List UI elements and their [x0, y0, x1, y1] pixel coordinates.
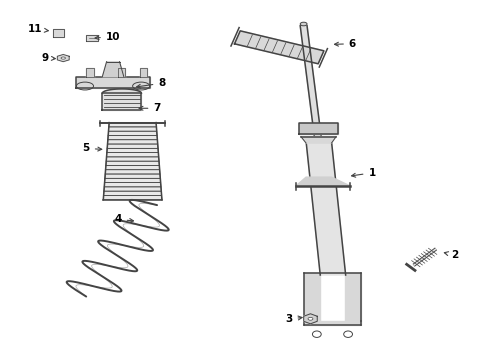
Polygon shape	[104, 183, 161, 187]
Polygon shape	[102, 93, 142, 110]
Text: 10: 10	[95, 32, 121, 41]
Polygon shape	[105, 170, 160, 174]
Polygon shape	[102, 62, 124, 77]
Ellipse shape	[133, 82, 150, 90]
Polygon shape	[299, 123, 338, 134]
Text: 11: 11	[27, 24, 49, 35]
Polygon shape	[296, 177, 350, 186]
Polygon shape	[108, 127, 157, 131]
Polygon shape	[304, 320, 361, 325]
Polygon shape	[106, 153, 159, 157]
Polygon shape	[106, 161, 159, 166]
Polygon shape	[344, 273, 361, 320]
Polygon shape	[108, 135, 157, 140]
Polygon shape	[108, 131, 157, 135]
Polygon shape	[106, 157, 159, 161]
Text: 4: 4	[114, 215, 133, 224]
Text: 8: 8	[137, 78, 166, 88]
Text: 1: 1	[352, 168, 376, 178]
Polygon shape	[86, 68, 94, 77]
Text: 9: 9	[41, 53, 55, 63]
Polygon shape	[306, 141, 345, 275]
Polygon shape	[103, 195, 162, 200]
Text: 3: 3	[285, 314, 302, 324]
Polygon shape	[301, 136, 336, 143]
Polygon shape	[107, 140, 158, 144]
Polygon shape	[235, 31, 324, 64]
Ellipse shape	[61, 57, 66, 59]
Polygon shape	[102, 89, 142, 93]
Polygon shape	[105, 166, 160, 170]
Polygon shape	[104, 178, 161, 183]
Polygon shape	[104, 187, 161, 191]
Polygon shape	[105, 174, 160, 178]
Polygon shape	[118, 68, 125, 77]
Polygon shape	[140, 68, 147, 77]
Ellipse shape	[76, 82, 94, 90]
Text: 6: 6	[335, 39, 356, 49]
Polygon shape	[109, 123, 156, 127]
Polygon shape	[300, 26, 322, 140]
Text: 7: 7	[139, 103, 161, 113]
Text: 5: 5	[83, 143, 102, 153]
Polygon shape	[304, 273, 320, 320]
Polygon shape	[107, 148, 158, 153]
Ellipse shape	[300, 22, 307, 26]
Polygon shape	[304, 314, 317, 324]
Polygon shape	[86, 36, 98, 41]
Polygon shape	[103, 191, 162, 195]
Polygon shape	[107, 144, 158, 148]
Ellipse shape	[308, 318, 313, 320]
Polygon shape	[76, 77, 150, 88]
Ellipse shape	[343, 331, 352, 337]
Polygon shape	[53, 30, 64, 37]
Text: 2: 2	[444, 250, 459, 260]
Ellipse shape	[313, 331, 321, 337]
Polygon shape	[57, 54, 69, 62]
